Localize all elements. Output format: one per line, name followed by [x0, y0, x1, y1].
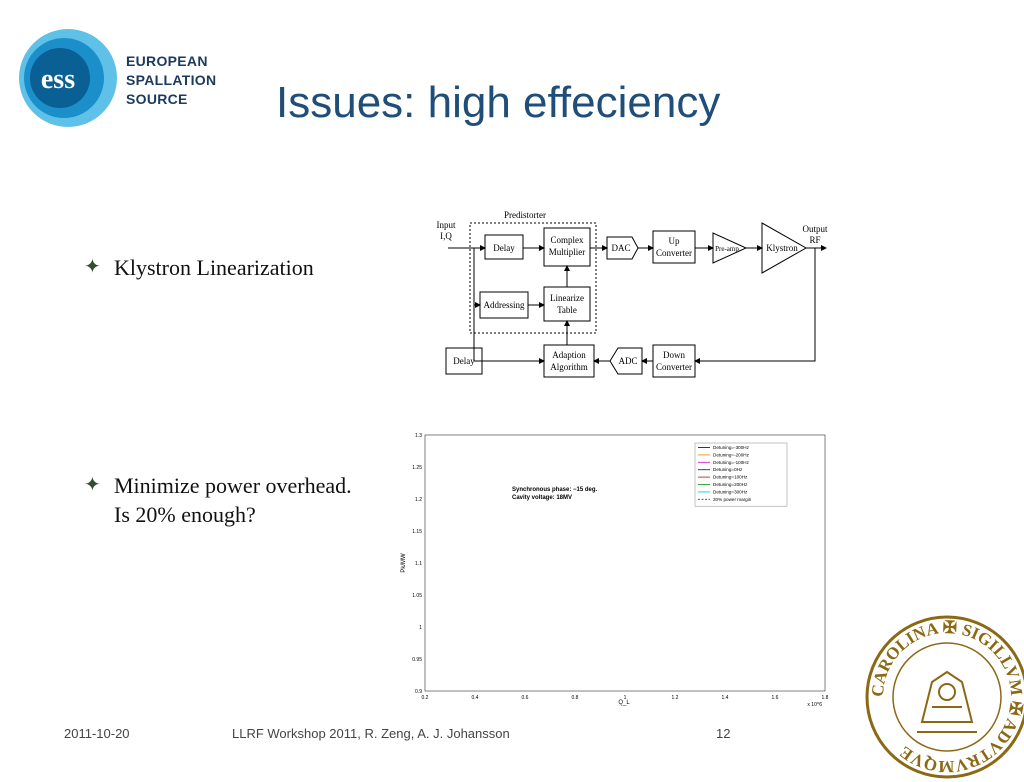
dac-block — [606, 236, 639, 260]
y-tick-label: 0.9 — [415, 689, 422, 695]
block-label: DAC — [611, 243, 630, 253]
block-label: Delay — [453, 356, 475, 366]
logo-mark: ess — [41, 64, 75, 95]
block-label: Pre-amp — [715, 245, 739, 253]
logo-line-2: SPALLATION — [126, 72, 217, 88]
block-label: Addressing — [484, 300, 525, 310]
legend-entry: 20% power margin — [713, 497, 752, 502]
predistorter-box — [469, 222, 597, 334]
legend-entry: Detuning=300Hz — [713, 489, 748, 494]
x-tick-label: 1.8 — [822, 695, 829, 701]
x-tick-label: 0.6 — [522, 695, 529, 701]
block-label: Down — [663, 350, 685, 360]
bullet-power-overhead: ✦ Minimize power overhead. Is 20% enough… — [84, 471, 352, 529]
four-point-star-icon: ✦ — [84, 474, 101, 496]
x-tick-label: 1.2 — [672, 695, 679, 701]
block-label: ADC — [618, 356, 637, 366]
chart-legend: Detuning=-300Hz Detuning=-200Hz Detuning=-… — [694, 442, 788, 507]
output-label: RF — [809, 235, 820, 245]
block-label: Linearize — [550, 293, 584, 303]
ess-logo: ess — [19, 29, 117, 127]
x-tick-label: 1.6 — [772, 695, 779, 701]
block-label: Algorithm — [550, 362, 588, 372]
legend-entry: Detuning=-100Hz — [713, 460, 750, 465]
university-seal: CAROLINA ✠ SIGILLVM ✠ ADVTRVMQVE — [865, 615, 1024, 779]
y-tick-label: 1.1 — [415, 561, 422, 567]
input-label: Input — [437, 220, 456, 230]
bullet-text: Is 20% enough? — [114, 502, 256, 527]
x-tick-label: 0.8 — [572, 695, 579, 701]
x-tick-label: 0.2 — [422, 695, 429, 701]
logo-line-1: EUROPEAN — [126, 53, 208, 69]
block-label: Adaption — [552, 350, 586, 360]
legend-entry: Detuning=0Hz — [713, 467, 743, 472]
block-label: Table — [557, 305, 577, 315]
legend-entry: Detuning=-300Hz — [713, 445, 750, 450]
block-label: Converter — [656, 362, 692, 372]
block-label: Converter — [656, 248, 692, 258]
x-axis-label: Q_L — [618, 700, 630, 706]
footer-page-number: 12 — [716, 726, 731, 741]
footer-event: LLRF Workshop 2011, R. Zeng, A. J. Johan… — [232, 726, 510, 741]
logo-wordmark: EUROPEAN SPALLATION SOURCE — [126, 52, 216, 109]
bullet-text: Minimize power overhead. — [114, 473, 352, 498]
block-label: Delay — [493, 243, 515, 253]
y-tick-label: 1.25 — [412, 465, 422, 471]
slide-title: Issues: high effeciency — [276, 78, 721, 127]
y-tick-label: 1.2 — [415, 497, 422, 503]
legend-entry: Detuning=-200Hz — [713, 452, 750, 457]
legend-entry: Detuning=200Hz — [713, 482, 748, 487]
legend-entry: Detuning=100Hz — [713, 475, 748, 480]
legend-box — [694, 442, 788, 507]
predistorter-label: Predistorter — [504, 210, 546, 220]
block-label: Multiplier — [549, 247, 586, 257]
y-tick-label: 1.3 — [415, 433, 422, 439]
input-label: I,Q — [440, 231, 452, 241]
block-label: Klystron — [766, 243, 798, 253]
x-tick-label: 1 — [624, 695, 627, 701]
x-tick-label: 1.4 — [722, 695, 729, 701]
block-label: Up — [669, 236, 680, 246]
footer-date: 2011-10-20 — [64, 726, 130, 741]
block-label: Complex — [551, 235, 584, 245]
output-label: Output — [802, 224, 828, 234]
chart-annotation: Synchronous phase: −15 deg. — [512, 487, 598, 493]
y-axis-label: Pk/MW — [401, 553, 407, 573]
x-multiplier: x 10^6 — [807, 702, 822, 708]
chart-annotation: Cavity voltage: 18MV — [512, 495, 572, 501]
y-tick-label: 1 — [419, 625, 422, 631]
power-vs-ql-chart: 0.2 0.4 0.6 0.8 1 1.2 1.4 1.6 1.8 0.9 0.95 1 1.05 1.1… — [401, 433, 829, 708]
logo-line-3: SOURCE — [126, 91, 188, 107]
bullet-klystron: ✦ Klystron Linearization — [84, 253, 314, 282]
y-tick-label: 1.15 — [412, 529, 422, 535]
four-point-star-icon: ✦ — [84, 256, 101, 278]
y-tick-label: 1.05 — [412, 593, 422, 599]
x-tick-label: 0.4 — [472, 695, 479, 701]
y-tick-label: 0.95 — [412, 657, 422, 663]
predistortion-block-diagram: Predistorter Input I,Q Output RF Delay C… — [437, 210, 828, 378]
bullet-text: Klystron Linearization — [114, 255, 314, 280]
